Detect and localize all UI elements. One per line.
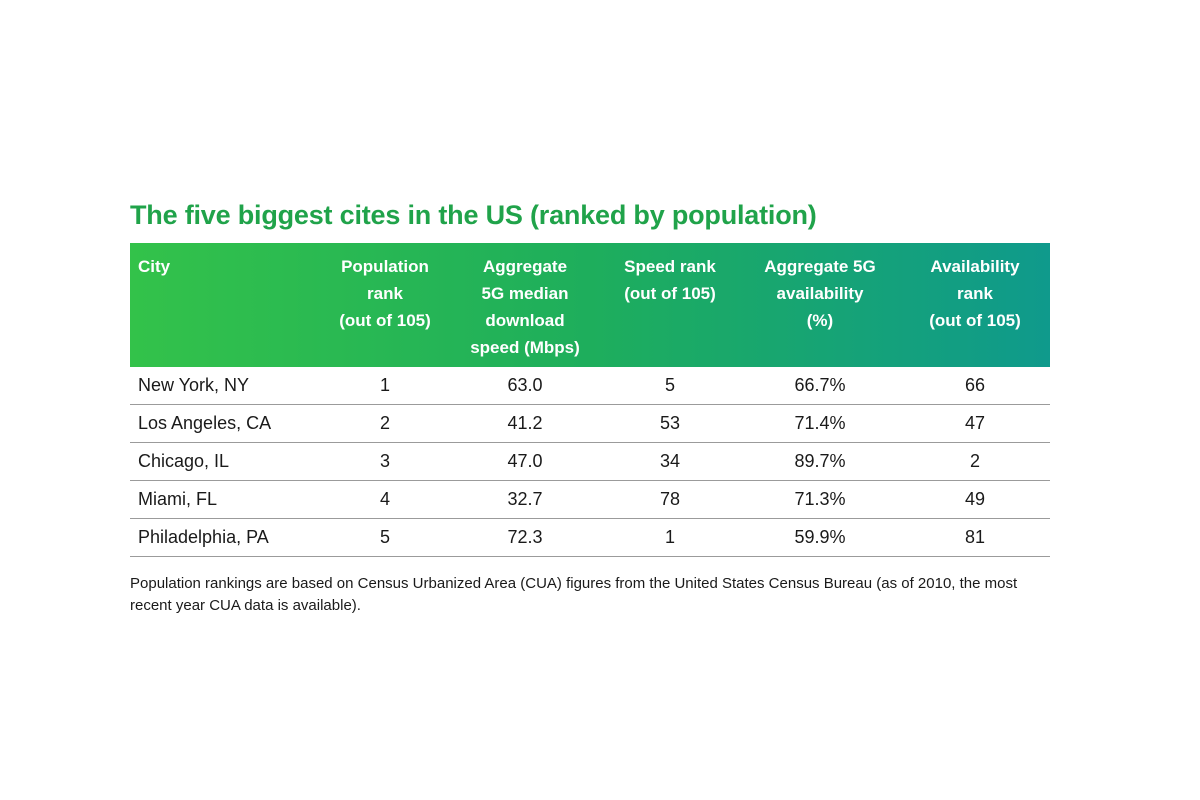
- table-container: The five biggest cites in the US (ranked…: [130, 200, 1050, 617]
- value-cell: 2: [320, 404, 450, 443]
- value-cell: 4: [320, 480, 450, 519]
- table-row: Los Angeles, CA 2 41.2 53 71.4% 47: [130, 404, 1050, 443]
- column-header-line: (out of 105): [339, 311, 431, 330]
- table-header-row: City Population rank (out of 105) Aggregate 5…: [130, 243, 1050, 367]
- value-cell: 66: [900, 367, 1050, 405]
- table-title: The five biggest cites in the US (ranked…: [130, 200, 817, 230]
- column-header-line: Speed rank: [624, 257, 716, 276]
- column-header-4: Aggregate 5G availability (%): [740, 243, 900, 367]
- column-header-line: download: [485, 311, 565, 330]
- column-header-line: City: [138, 257, 171, 276]
- value-cell: 32.7: [450, 480, 600, 519]
- value-cell: 78: [600, 480, 740, 519]
- city-cell: Miami, FL: [130, 480, 320, 519]
- value-cell: 71.3%: [740, 480, 900, 519]
- column-header-line: (out of 105): [624, 284, 716, 303]
- column-header-line: Population: [341, 257, 429, 276]
- data-table: City Population rank (out of 105) Aggregate 5…: [130, 243, 1050, 557]
- column-header-2: Aggregate 5G median download speed (Mbps): [450, 243, 600, 367]
- city-cell: Chicago, IL: [130, 442, 320, 481]
- footnote: Population rankings are based on Census …: [130, 575, 1018, 614]
- value-cell: 5: [320, 518, 450, 557]
- column-header-line: (out of 105): [929, 311, 1021, 330]
- column-header-line: 5G median: [481, 284, 569, 303]
- table-row: Chicago, IL 3 47.0 34 89.7% 2: [130, 442, 1050, 481]
- value-cell: 41.2: [450, 404, 600, 443]
- value-cell: 3: [320, 442, 450, 481]
- column-header-line: speed (Mbps): [470, 338, 580, 357]
- value-cell: 5: [600, 367, 740, 405]
- value-cell: 34: [600, 442, 740, 481]
- table-row: Philadelphia, PA 5 72.3 1 59.9% 81: [130, 518, 1050, 557]
- city-cell: Philadelphia, PA: [130, 518, 320, 557]
- value-cell: 2: [900, 442, 1050, 481]
- value-cell: 72.3: [450, 518, 600, 557]
- value-cell: 89.7%: [740, 442, 900, 481]
- column-header-line: (%): [806, 311, 834, 330]
- value-cell: 49: [900, 480, 1050, 519]
- value-cell: 53: [600, 404, 740, 443]
- column-header-0: City: [130, 243, 320, 367]
- column-header-line: availability: [776, 284, 864, 303]
- column-header-line: Aggregate 5G: [764, 257, 876, 276]
- value-cell: 47.0: [450, 442, 600, 481]
- table-body: New York, NY 1 63.0 5 66.7% 66 Los Angeles, CA…: [130, 367, 1050, 557]
- table-row: New York, NY 1 63.0 5 66.7% 66: [130, 367, 1050, 405]
- table-row: Miami, FL 4 32.7 78 71.3% 49: [130, 480, 1050, 519]
- column-header-3: Speed rank (out of 105): [600, 243, 740, 367]
- city-cell: New York, NY: [130, 367, 320, 405]
- value-cell: 59.9%: [740, 518, 900, 557]
- value-cell: 66.7%: [740, 367, 900, 405]
- column-header-line: rank: [367, 284, 403, 303]
- value-cell: 1: [600, 518, 740, 557]
- value-cell: 71.4%: [740, 404, 900, 443]
- column-header-1: Population rank (out of 105): [320, 243, 450, 367]
- value-cell: 47: [900, 404, 1050, 443]
- value-cell: 63.0: [450, 367, 600, 405]
- value-cell: 1: [320, 367, 450, 405]
- column-header-5: Availability rank (out of 105): [900, 243, 1050, 367]
- value-cell: 81: [900, 518, 1050, 557]
- column-header-line: Aggregate: [482, 257, 568, 276]
- column-header-line: rank: [957, 284, 993, 303]
- city-cell: Los Angeles, CA: [130, 404, 320, 443]
- column-header-line: Availability: [930, 257, 1020, 276]
